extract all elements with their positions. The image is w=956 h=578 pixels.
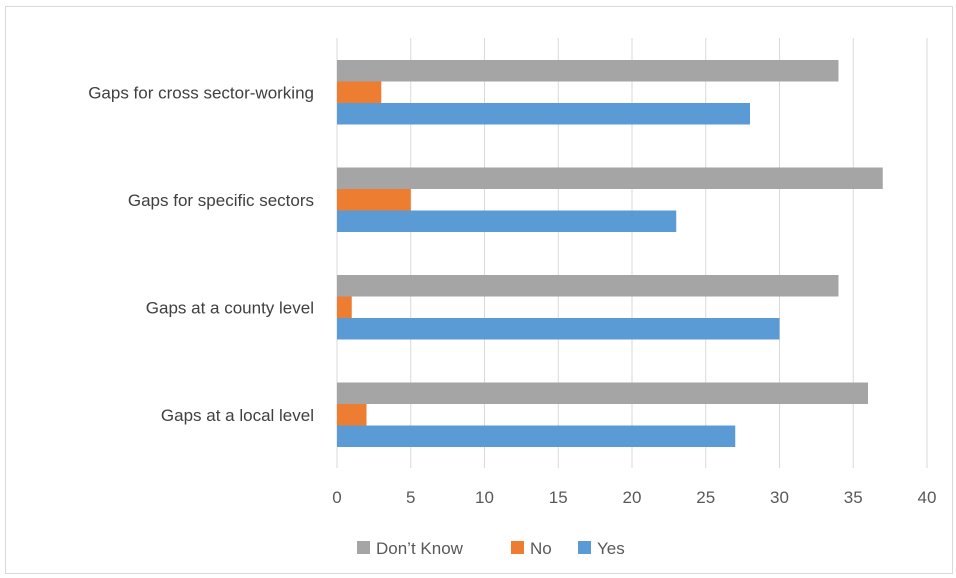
- bar-yes-1: [337, 103, 750, 125]
- x-tick-label: 35: [844, 488, 863, 507]
- x-tick-label: 30: [770, 488, 789, 507]
- bar-no-3: [337, 296, 352, 318]
- bar-don-t-know-1: [337, 60, 839, 82]
- category-labels: Gaps for cross sector-working Gaps for sp…: [88, 83, 314, 425]
- x-tick-label: 15: [549, 488, 568, 507]
- category-label: Gaps at a local level: [161, 406, 314, 425]
- legend-label: No: [530, 539, 552, 558]
- bar-yes-2: [337, 210, 677, 232]
- category-label: Gaps for cross sector-working: [88, 83, 314, 102]
- bar-don-t-know-3: [337, 275, 839, 297]
- x-tick-label: 5: [406, 488, 415, 507]
- bars: [337, 60, 883, 447]
- bar-yes-4: [337, 425, 736, 447]
- x-tick-label: 40: [918, 488, 937, 507]
- legend-swatch: [357, 541, 370, 554]
- bar-don-t-know-4: [337, 382, 868, 404]
- x-tick-label: 20: [623, 488, 642, 507]
- bar-no-1: [337, 81, 382, 103]
- legend-swatch: [511, 541, 524, 554]
- chart-frame: Gaps for cross sector-working Gaps for sp…: [5, 6, 953, 574]
- bar-don-t-know-2: [337, 167, 883, 189]
- bar-chart: Gaps for cross sector-working Gaps for sp…: [88, 38, 936, 558]
- bar-no-2: [337, 189, 411, 211]
- x-tick-labels: 0 5 10 15 20 25 30 35 40: [332, 488, 936, 507]
- legend-label: Yes: [597, 539, 625, 558]
- category-label: Gaps for specific sectors: [128, 191, 314, 210]
- bar-yes-3: [337, 318, 780, 340]
- x-tick-label: 25: [696, 488, 715, 507]
- legend-swatch: [578, 541, 591, 554]
- legend: Don’t Know No Yes: [357, 539, 625, 558]
- x-tick-label: 10: [475, 488, 494, 507]
- bar-no-4: [337, 404, 367, 426]
- x-tick-label: 0: [332, 488, 341, 507]
- category-label: Gaps at a county level: [146, 298, 314, 317]
- legend-label: Don’t Know: [376, 539, 464, 558]
